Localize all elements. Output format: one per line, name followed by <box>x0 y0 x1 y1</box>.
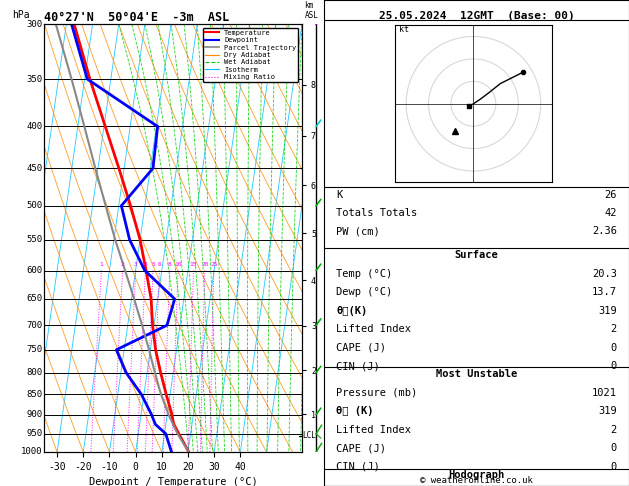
Text: Surface: Surface <box>455 250 498 260</box>
Text: 15: 15 <box>190 262 198 267</box>
Text: 6: 6 <box>158 262 162 267</box>
Text: km
ASL: km ASL <box>304 0 318 20</box>
Text: K: K <box>336 190 342 200</box>
Text: Most Unstable: Most Unstable <box>436 369 517 380</box>
Text: θᴇ(K): θᴇ(K) <box>336 306 367 316</box>
Text: 0: 0 <box>611 361 617 371</box>
Text: 750: 750 <box>26 345 43 354</box>
Text: 900: 900 <box>26 410 43 419</box>
X-axis label: Dewpoint / Temperature (°C): Dewpoint / Temperature (°C) <box>89 477 257 486</box>
Text: 950: 950 <box>26 429 43 438</box>
Text: 300: 300 <box>26 20 43 29</box>
Text: 4: 4 <box>143 262 147 267</box>
Text: 650: 650 <box>26 295 43 303</box>
Text: 25: 25 <box>210 262 218 267</box>
Text: 10: 10 <box>174 262 182 267</box>
Text: 1000: 1000 <box>21 448 43 456</box>
Text: 2.36: 2.36 <box>592 226 617 237</box>
Text: 550: 550 <box>26 235 43 244</box>
Text: 13.7: 13.7 <box>592 287 617 297</box>
Text: CAPE (J): CAPE (J) <box>336 443 386 453</box>
Text: kt: kt <box>399 25 409 34</box>
Text: Pressure (mb): Pressure (mb) <box>336 388 418 398</box>
Text: 0: 0 <box>611 343 617 353</box>
Text: Lifted Index: Lifted Index <box>336 425 411 435</box>
Text: 2: 2 <box>121 262 125 267</box>
Text: Dewp (°C): Dewp (°C) <box>336 287 392 297</box>
Text: CAPE (J): CAPE (J) <box>336 343 386 353</box>
Text: CIN (J): CIN (J) <box>336 361 380 371</box>
Legend: Temperature, Dewpoint, Parcel Trajectory, Dry Adiabat, Wet Adiabat, Isotherm, Mi: Temperature, Dewpoint, Parcel Trajectory… <box>203 28 298 82</box>
Text: 450: 450 <box>26 164 43 173</box>
Text: 8: 8 <box>168 262 172 267</box>
Text: θᴇ (K): θᴇ (K) <box>336 406 374 417</box>
Text: 20.3: 20.3 <box>592 269 617 279</box>
Text: hPa: hPa <box>12 10 30 20</box>
Text: 600: 600 <box>26 266 43 275</box>
Text: 700: 700 <box>26 321 43 330</box>
Text: Temp (°C): Temp (°C) <box>336 269 392 279</box>
Text: 3: 3 <box>134 262 138 267</box>
Text: 800: 800 <box>26 368 43 377</box>
Text: 0: 0 <box>611 443 617 453</box>
Text: 26: 26 <box>604 190 617 200</box>
Text: 850: 850 <box>26 390 43 399</box>
Text: 25.05.2024  12GMT  (Base: 00): 25.05.2024 12GMT (Base: 00) <box>379 11 574 21</box>
Text: 319: 319 <box>598 406 617 417</box>
Text: 500: 500 <box>26 201 43 210</box>
Text: LCL: LCL <box>303 431 316 440</box>
Text: 2: 2 <box>611 324 617 334</box>
Text: Hodograph: Hodograph <box>448 470 504 480</box>
Text: PW (cm): PW (cm) <box>336 226 380 237</box>
Text: © weatheronline.co.uk: © weatheronline.co.uk <box>420 476 533 485</box>
Text: 1021: 1021 <box>592 388 617 398</box>
Text: 20: 20 <box>201 262 209 267</box>
Text: Totals Totals: Totals Totals <box>336 208 418 218</box>
Text: 42: 42 <box>604 208 617 218</box>
Text: 1: 1 <box>99 262 103 267</box>
Text: Lifted Index: Lifted Index <box>336 324 411 334</box>
Text: CIN (J): CIN (J) <box>336 462 380 472</box>
Text: 0: 0 <box>611 462 617 472</box>
Text: 350: 350 <box>26 74 43 84</box>
Text: 5: 5 <box>151 262 155 267</box>
Text: 319: 319 <box>598 306 617 316</box>
Text: 2: 2 <box>611 425 617 435</box>
Text: 40°27'N  50°04'E  -3m  ASL: 40°27'N 50°04'E -3m ASL <box>44 11 230 24</box>
Text: 400: 400 <box>26 122 43 131</box>
